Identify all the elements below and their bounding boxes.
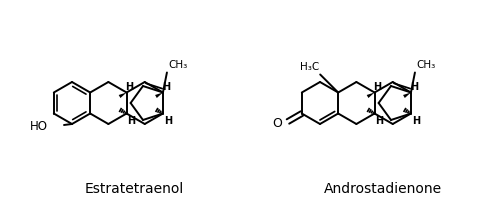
Polygon shape: [119, 92, 127, 98]
Text: H: H: [412, 116, 420, 125]
Text: H: H: [410, 82, 418, 91]
Text: HO: HO: [30, 119, 48, 132]
Text: H: H: [162, 82, 170, 91]
Polygon shape: [155, 92, 163, 98]
Text: Estratetraenol: Estratetraenol: [85, 182, 184, 196]
Text: H₃C: H₃C: [300, 62, 319, 73]
Text: CH₃: CH₃: [168, 61, 187, 70]
Polygon shape: [403, 92, 411, 98]
Text: H: H: [375, 116, 384, 125]
Text: O: O: [273, 117, 282, 130]
Text: H: H: [373, 82, 382, 91]
Text: CH₃: CH₃: [416, 61, 435, 70]
Polygon shape: [367, 92, 374, 98]
Text: H: H: [164, 116, 172, 125]
Text: H: H: [128, 116, 136, 125]
Text: H: H: [126, 82, 134, 91]
Text: Androstadienone: Androstadienone: [324, 182, 442, 196]
